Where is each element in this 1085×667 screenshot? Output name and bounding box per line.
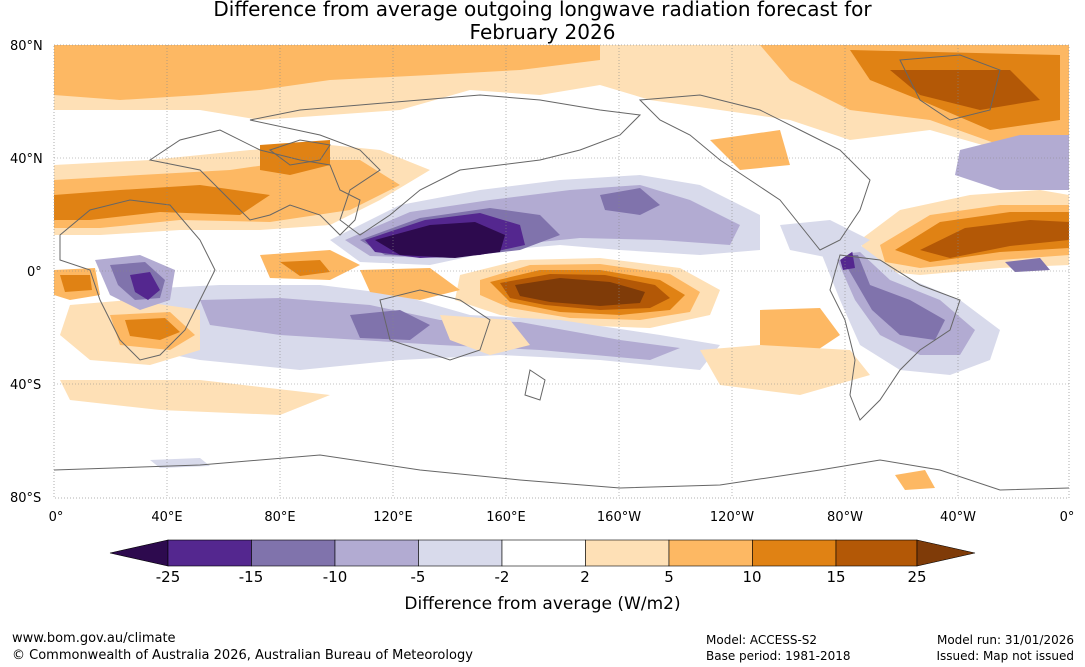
anomaly-region-south-band-light [200,298,680,360]
lon-label-120w: 120°W [709,510,755,525]
footer-model-run: Model run: 31/01/2026 [936,633,1074,647]
footer-website: www.bom.gov.au/climate [12,631,176,646]
colorbar-tick-label: -15 [238,568,264,586]
anomaly-region-southeast-pacific-orange [760,308,840,355]
anomaly-region-west-africa-dark [60,275,92,292]
anomaly-region-antarctic-orange [895,470,935,490]
anomaly-region-east-pacific-light [710,130,790,170]
graticule [54,45,1069,498]
colorbar-tick-label: 2 [580,568,590,586]
colorbar-segment-5 [501,539,586,567]
lat-label-equator: 0° [27,265,42,280]
anomaly-region-middle-east-dark [260,140,330,175]
anomaly-region-equatorial-atlantic-purple [1005,258,1050,272]
anomaly-region-west-pacific-darkest [375,222,505,258]
anomaly-region-southern-ocean-light [60,380,330,415]
lat-label-40n: 40°N [10,152,43,167]
lon-label-40w: 40°W [940,510,976,525]
anomaly-region-north-pacific-medium [600,188,660,215]
anomaly-region-southern-africa-dark [125,318,180,340]
coastlines [54,54,1069,491]
lon-label-40e: 40°E [151,510,183,525]
anomaly-region-atlantic-brown [920,220,1069,258]
anomaly-region-arctic-orange [54,45,600,100]
anomaly-region-maritime-orange [360,268,460,300]
colorbar-segment-0 [109,539,169,567]
footer-copyright: © Commonwealth of Australia 2026, Austra… [12,648,473,663]
colorbar-segment-10 [916,539,976,567]
colorbar-tick-label: 10 [742,568,762,586]
colorbar-tick-label: 25 [907,568,927,586]
lon-label-160e: 160°E [486,510,526,525]
colorbar-segment-2 [251,539,336,567]
anomaly-region-north-america-light [955,135,1069,190]
colorbar-segment-9 [835,539,918,567]
colorbar-segment-6 [585,539,670,567]
lon-label-0: 0° [48,510,64,525]
lon-label-80w: 80°W [827,510,863,525]
colorbar-segment-1 [167,539,252,567]
colorbar-tick-label: -2 [494,568,510,586]
anomaly-region-gulf-light [780,220,870,260]
colorbar-tick-label: 5 [664,568,674,586]
lon-label-80e: 80°E [264,510,296,525]
colorbar-segment-4 [418,539,503,567]
anomaly-region-south-indian-medium [350,310,430,340]
lon-label-0-east: 0° [1059,510,1075,525]
colorbar-tick-label: -10 [322,568,348,586]
footer-base-period: Base period: 1981-2018 [706,649,851,663]
anomaly-region-south-america-medium [840,255,945,340]
map-title-line-1: Difference from average outgoing longwav… [213,0,872,21]
colorbar-tick-label: -5 [410,568,426,586]
lat-label-40s: 40°S [10,378,42,393]
map-title-line-2: February 2026 [469,20,616,44]
lon-label-120e: 120°E [373,510,413,525]
colorbar-tick-label: 15 [826,568,846,586]
footer-issued: Issued: Map not issued [936,649,1074,663]
lon-label-160w: 160°W [596,510,642,525]
map-frame [53,44,1070,499]
lat-label-80n: 80°N [10,39,43,54]
anomaly-region-subtropical-north-dark [54,185,270,220]
anomaly-region-patagonia-light [700,345,870,395]
colorbar-segment-8 [752,539,837,567]
lat-label-80s: 80°S [10,491,42,506]
footer-model: Model: ACCESS-S2 [706,633,818,647]
colorbar-tick-label: -25 [155,568,181,586]
colorbar-segment-7 [668,539,753,567]
anomaly-region-greenland-brown [890,70,1040,110]
colorbar-title: Difference from average (W/m2) [404,594,681,614]
anomaly-region-indian-ocean-dark [280,260,330,276]
colorbar-segment-3 [334,539,419,567]
anomaly-region-central-africa-dark [130,272,160,300]
anomaly-region-central-pacific-darkest [515,278,645,306]
